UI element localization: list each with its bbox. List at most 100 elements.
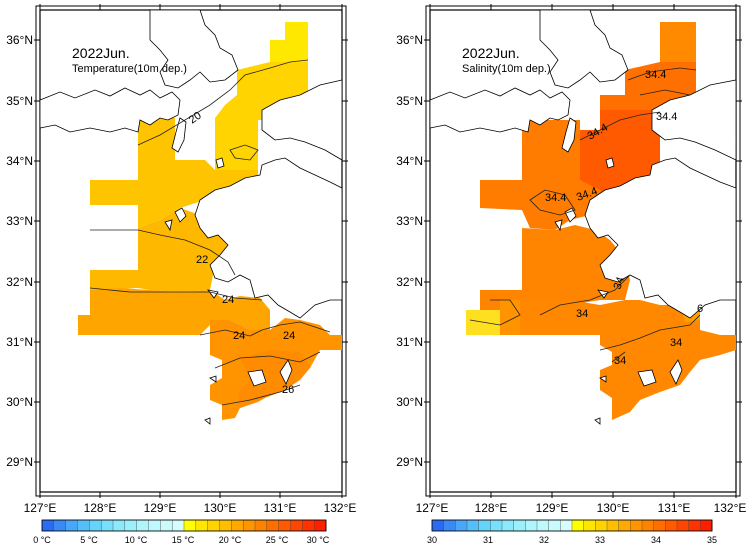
contour-label: 34 — [612, 275, 627, 291]
temperature-y-tick-labels: 29°N 30°N 31°N 32°N 33°N 34°N 35°N 36°N — [6, 33, 33, 469]
salinity-map-panel: 34.4 34.4 34.4 34.4 34.4 34 34 34 34 6 2… — [396, 4, 746, 545]
salinity-axis-ticks — [424, 4, 742, 498]
colorbar-swatch — [606, 519, 620, 532]
colorbar-swatch — [290, 519, 303, 532]
temperature-field — [78, 22, 342, 420]
temperature-map-subtitle: Temperature(10m dep.) — [72, 63, 187, 75]
x-tick-label: 130°E — [204, 501, 237, 515]
colorbar-swatch — [560, 519, 573, 532]
y-tick-label: 35°N — [6, 94, 33, 108]
colorbar-swatch — [641, 519, 655, 532]
colorbar-swatch — [65, 519, 78, 532]
colorbar-swatch — [466, 519, 480, 532]
colorbar-swatch — [148, 519, 161, 532]
x-tick-label: 129°E — [536, 501, 569, 515]
y-tick-label: 34°N — [6, 154, 33, 168]
y-tick-label: 36°N — [396, 33, 423, 47]
colorbar-outline — [431, 519, 713, 532]
x-tick-label: 131°E — [658, 501, 691, 515]
colorbar-swatch — [548, 519, 561, 532]
colorbar-swatch — [278, 519, 292, 532]
y-tick-label: 34°N — [396, 154, 423, 168]
colorbar-label: 15 °C — [172, 535, 195, 545]
colorbar-swatch — [160, 519, 173, 532]
colorbar-swatch — [618, 519, 631, 532]
colorbar-swatch — [112, 519, 126, 532]
contour-label: 20 — [187, 110, 204, 127]
colorbar-swatch — [219, 519, 232, 532]
x-tick-label: 131°E — [264, 501, 297, 515]
colorbar-swatch — [254, 519, 268, 532]
y-tick-label: 30°N — [396, 395, 423, 409]
colorbar-swatch — [653, 519, 666, 532]
colorbar-label: 20 °C — [219, 535, 242, 545]
colorbar-swatch — [513, 519, 526, 532]
colorbar-swatch — [171, 519, 185, 532]
y-tick-label: 31°N — [6, 335, 33, 349]
colorbar-label: 10 °C — [125, 535, 148, 545]
colorbar-label: 35 — [707, 535, 717, 545]
y-tick-label: 31°N — [396, 335, 423, 349]
salinity-colorbar — [431, 519, 713, 532]
salinity-land — [429, 9, 737, 425]
contour-label: 34.4 — [656, 111, 677, 123]
temperature-colorbar — [41, 519, 327, 532]
colorbar-swatch — [89, 519, 102, 532]
colorbar-swatch — [571, 519, 585, 532]
x-tick-label: 127°E — [416, 501, 449, 515]
colorbar-label: 31 — [483, 535, 493, 545]
temperature-x-tick-labels: 127°E 128°E 129°E 130°E 131°E 132°E — [24, 501, 357, 515]
x-tick-label: 128°E — [475, 501, 508, 515]
colorbar-swatch — [595, 519, 608, 532]
colorbar-swatch — [207, 519, 220, 532]
y-tick-label: 32°N — [396, 275, 423, 289]
colorbar-swatch — [700, 519, 713, 532]
x-tick-label: 132°E — [324, 501, 357, 515]
salinity-map-title: 2022Jun. — [462, 45, 520, 61]
colorbar-label: 5 °C — [80, 535, 98, 545]
salinity-x-tick-labels: 127°E 128°E 129°E 130°E 131°E 132°E — [416, 501, 747, 515]
x-tick-label: 129°E — [144, 501, 177, 515]
temperature-contour-labels: 20 22 24 24 24 26 — [187, 110, 295, 396]
colorbar-label: 34 — [651, 535, 661, 545]
colorbar-swatch — [242, 519, 256, 532]
y-tick-label: 33°N — [396, 214, 423, 228]
colorbar-swatch — [501, 519, 515, 532]
y-tick-label: 29°N — [6, 455, 33, 469]
colorbar-swatch — [313, 519, 327, 532]
colorbar-swatch — [443, 519, 456, 532]
salinity-y-tick-labels: 29°N 30°N 31°N 32°N 33°N 34°N 35°N 36°N — [396, 33, 423, 469]
y-tick-label: 30°N — [6, 395, 33, 409]
contour-label: 24 — [222, 294, 234, 306]
salinity-field — [466, 22, 736, 420]
colorbar-swatch — [536, 519, 550, 532]
contour-label: 26 — [282, 384, 294, 396]
colorbar-swatch — [183, 519, 197, 532]
colorbar-label: 33 — [595, 535, 605, 545]
colorbar-swatch — [455, 519, 468, 532]
salinity-contours — [469, 67, 701, 363]
contour-label: 34 — [670, 337, 682, 349]
colorbar-swatch — [195, 519, 209, 532]
colorbar-swatch — [41, 519, 55, 532]
y-tick-label: 33°N — [6, 214, 33, 228]
colorbar-label: 0 °C — [33, 535, 51, 545]
temperature-axis-ticks — [34, 4, 348, 498]
colorbar-swatch — [266, 519, 280, 532]
colorbar-swatch — [525, 519, 538, 532]
colorbar-swatch — [490, 519, 503, 532]
temperature-colorbar-labels: 0 °C 5 °C 10 °C 15 °C 20 °C 25 °C 30 °C — [33, 535, 330, 545]
colorbar-swatch — [100, 519, 114, 532]
colorbar-swatch — [630, 519, 643, 532]
colorbar-swatch — [124, 519, 138, 532]
y-tick-label: 35°N — [396, 94, 423, 108]
colorbar-swatch — [431, 519, 445, 532]
contour-label: 34 — [576, 308, 588, 320]
colorbar-swatch — [676, 519, 690, 532]
contour-label: 24 — [233, 330, 245, 342]
x-tick-label: 132°E — [714, 501, 747, 515]
colorbar-label: 30 °C — [307, 535, 330, 545]
colorbar-label: 32 — [539, 535, 549, 545]
x-tick-label: 128°E — [84, 501, 117, 515]
